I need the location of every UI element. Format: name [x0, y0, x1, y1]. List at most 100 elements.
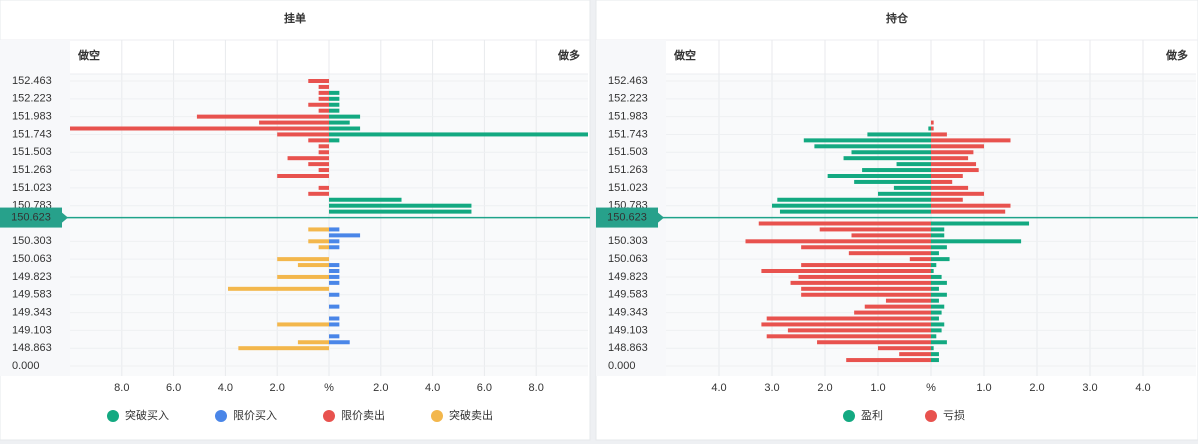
x-tick-label: 3.0 — [1082, 382, 1097, 394]
bar — [931, 185, 969, 190]
bar — [864, 304, 931, 309]
legend-dot — [843, 410, 855, 422]
bar — [329, 108, 340, 113]
bar — [931, 316, 939, 321]
bar — [851, 150, 931, 155]
y-tick-label: 149.343 — [12, 306, 52, 318]
y-tick-label: 152.463 — [608, 75, 648, 87]
bar — [931, 280, 947, 285]
x-tick-label: 3.0 — [764, 382, 779, 394]
bar — [931, 286, 939, 291]
bar — [318, 108, 329, 113]
bar — [931, 304, 945, 309]
y-tick-label: 151.983 — [608, 111, 648, 123]
bar — [931, 334, 937, 339]
bar — [329, 114, 361, 119]
bar — [196, 114, 329, 119]
bar — [297, 340, 329, 345]
bar — [329, 316, 340, 321]
bar — [846, 358, 931, 363]
y-tick-label: 151.983 — [12, 111, 52, 123]
bar — [931, 138, 1011, 143]
bar — [931, 209, 1006, 214]
bar — [931, 132, 947, 137]
bar — [329, 227, 340, 232]
bar — [819, 227, 931, 232]
bar — [329, 90, 340, 95]
panel-title: 持仓 — [886, 11, 909, 25]
x-tick-label: % — [926, 382, 936, 394]
bar — [297, 263, 329, 268]
current-price-badge — [0, 207, 62, 228]
y-tick-label: 151.263 — [608, 164, 648, 176]
bar — [851, 233, 931, 238]
legend-dot — [323, 410, 335, 422]
bar — [931, 227, 945, 232]
y-tick-label: 151.743 — [608, 128, 648, 140]
bar — [814, 144, 931, 149]
bar — [277, 132, 329, 137]
bar — [878, 346, 931, 351]
side-label: 做多 — [1165, 48, 1188, 62]
bar — [329, 334, 340, 339]
bar — [893, 185, 931, 190]
bar — [931, 156, 969, 161]
bar — [862, 168, 931, 173]
bar — [329, 102, 340, 107]
bar — [761, 322, 931, 327]
y-tick-label: 152.463 — [12, 75, 52, 87]
bar — [931, 144, 984, 149]
bar — [931, 221, 1030, 226]
bar — [931, 120, 934, 125]
bar — [329, 292, 340, 297]
current-price-badge — [596, 207, 658, 228]
bar — [827, 174, 931, 178]
bar — [848, 251, 931, 256]
legend-label: 亏损 — [943, 408, 965, 422]
bar — [277, 174, 329, 178]
bar — [772, 203, 931, 208]
bar — [931, 203, 1011, 208]
bar — [777, 197, 931, 202]
x-tick-label: % — [324, 382, 334, 394]
bar — [287, 156, 329, 161]
bar — [329, 322, 340, 327]
legend-label: 限价卖出 — [341, 408, 385, 422]
bar — [318, 185, 329, 190]
bar — [318, 96, 329, 101]
bar — [931, 352, 939, 357]
bar — [308, 102, 329, 107]
bar — [817, 340, 931, 345]
bar — [259, 120, 329, 125]
bar — [843, 156, 931, 161]
bar — [329, 203, 472, 208]
y-tick-label: 150.063 — [12, 253, 52, 265]
y-tick-label: 149.823 — [608, 271, 648, 283]
bar — [277, 322, 329, 327]
legend-label: 突破买入 — [125, 408, 169, 422]
bar — [803, 138, 931, 143]
bar — [854, 310, 931, 315]
y-tick-label: 151.503 — [12, 146, 52, 158]
bar — [329, 304, 340, 309]
x-tick-label: 2.0 — [373, 382, 388, 394]
bar — [867, 132, 931, 137]
y-tick-label: 0.000 — [608, 360, 636, 372]
y-tick-label: 150.303 — [12, 235, 52, 247]
bar — [931, 328, 942, 333]
bar — [801, 245, 931, 250]
bar — [931, 263, 937, 268]
bar — [758, 221, 931, 226]
bar — [318, 144, 329, 149]
bar — [329, 126, 361, 131]
y-tick-label: 151.023 — [608, 182, 648, 194]
legend-label: 盈利 — [861, 409, 883, 422]
badge-arrow — [62, 212, 68, 223]
bar — [329, 245, 340, 250]
current-price: 150.623 — [11, 211, 51, 223]
bar — [931, 251, 939, 256]
bar — [308, 79, 329, 83]
bar — [329, 132, 588, 137]
bar — [70, 126, 329, 131]
current-price: 150.623 — [607, 211, 647, 223]
